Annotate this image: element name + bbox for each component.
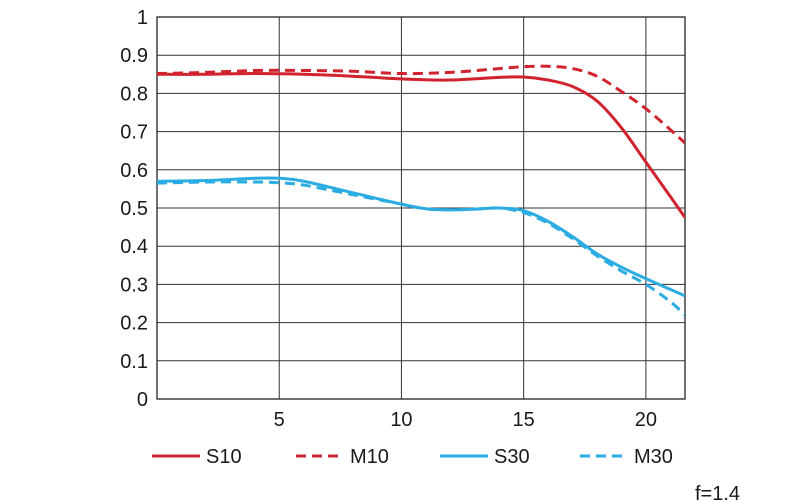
y-tick-label: 0.6 [120,160,148,182]
y-tick-labels: 0 0.1 0.2 0.3 0.4 0.5 0.6 0.7 0.8 0.9 1 [120,7,148,411]
y-tick-label: 0.4 [120,236,148,258]
plot-frame [156,16,686,400]
aperture-note: f=1.4 [695,483,740,501]
legend-label-m30: M30 [634,446,673,468]
y-tick-label: 0.3 [120,274,148,296]
x-tick-labels: 5 10 15 20 [274,409,657,431]
y-tick-label: 0.8 [120,83,148,105]
y-tick-label: 0 [137,389,148,411]
x-tick-label: 5 [274,409,285,431]
x-tick-label: 15 [513,409,535,431]
series-line-m30 [157,180,685,317]
series-lines [157,64,685,317]
axes [156,16,686,400]
x-tick-label: 20 [635,409,657,431]
x-tick-label: 10 [390,409,412,431]
legend-label-s30: S30 [494,446,530,468]
series-line-s30 [157,176,685,298]
y-tick-label: 0.1 [120,351,148,373]
series-line-s10 [157,72,685,219]
y-tick-label: 0.9 [120,45,148,67]
y-tick-label: 0.7 [120,122,148,144]
legend-label-s10: S10 [206,446,242,468]
y-tick-label: 0.2 [120,313,148,335]
y-tick-label: 1 [137,7,148,29]
series-line-m10 [157,64,685,145]
legend-label-m10: M10 [350,446,389,468]
legend: S10 M10 S30 M30 [152,446,673,468]
y-tick-label: 0.5 [120,198,148,220]
